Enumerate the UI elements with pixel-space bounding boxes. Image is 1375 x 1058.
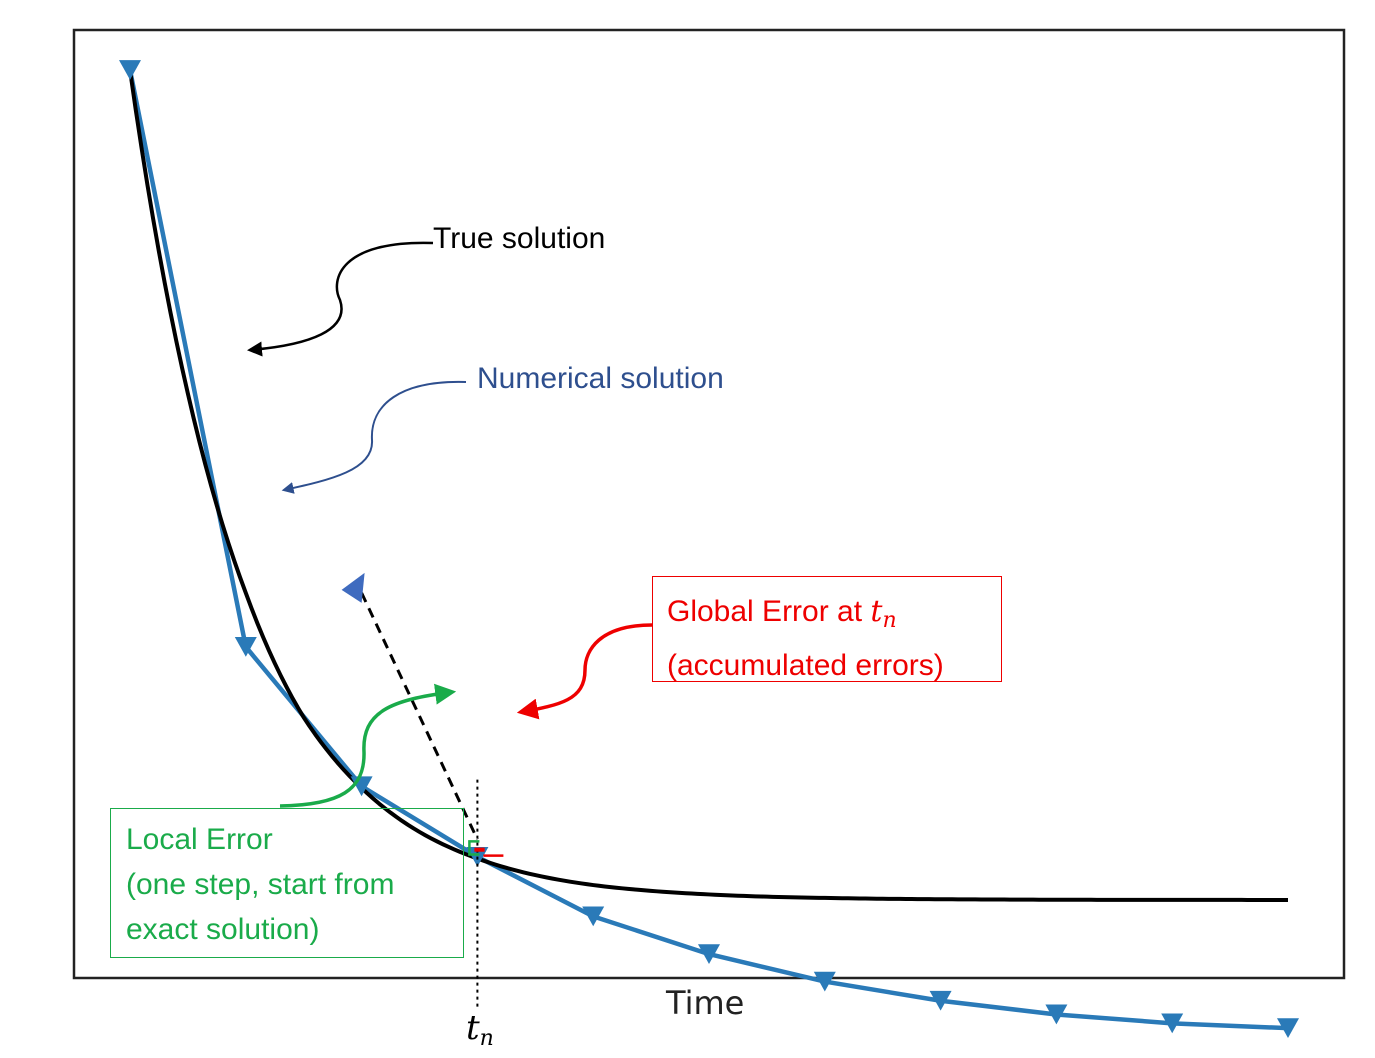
numerical-marker-1	[234, 636, 257, 657]
numerical-marker-7	[929, 990, 952, 1011]
local-error-arrow	[279, 683, 457, 808]
true-solution-label: True solution	[433, 222, 606, 255]
plot-frame	[72, 28, 1346, 980]
numerical-marker-6	[813, 971, 836, 992]
numerical-solution-arrow	[281, 380, 467, 494]
numerical-marker-9	[1161, 1013, 1184, 1034]
global-error-bracket	[474, 847, 504, 857]
x-axis-label: Time	[666, 984, 745, 1022]
local-error-bracket	[468, 840, 480, 856]
global-error-line2: (accumulated errors)	[667, 649, 944, 682]
local-step-dashed-line	[360, 592, 479, 841]
numerical-marker-8	[1045, 1004, 1068, 1025]
local-error-line2: (one step, start from	[126, 868, 395, 901]
local-error-line3: exact solution)	[126, 913, 320, 946]
local-error-box: Local Error (one step, start from exact …	[110, 808, 464, 958]
local-step-start-marker	[341, 572, 365, 603]
numerical-marker-5	[698, 944, 720, 965]
numerical-marker-10	[1277, 1018, 1299, 1039]
global-error-line1: Global Error at tn	[667, 594, 897, 633]
true-solution-line	[128, 69, 1289, 902]
true-solution-arrow	[247, 241, 434, 357]
global-error-box: Global Error at tn (accumulated errors)	[652, 576, 1002, 682]
numerical-solution-label: Numerical solution	[477, 362, 724, 395]
tn-label: tn	[466, 1008, 494, 1051]
global-error-arrow	[516, 623, 653, 720]
series-layer	[119, 60, 1299, 1039]
numerical-marker-4	[582, 906, 605, 927]
local-error-line1: Local Error	[126, 823, 273, 856]
annotation-layer	[247, 241, 653, 1008]
numerical-marker-0	[119, 60, 141, 80]
